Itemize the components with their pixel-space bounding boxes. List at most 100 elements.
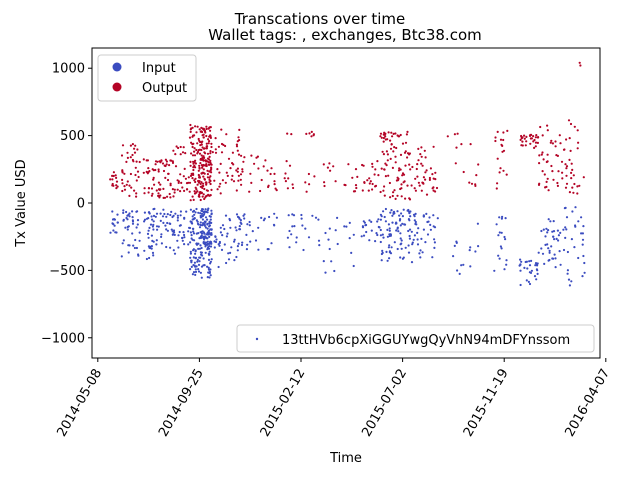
output-point <box>390 143 393 146</box>
output-point <box>164 158 167 161</box>
input-point <box>126 225 129 229</box>
input-point <box>431 256 434 259</box>
output-point <box>175 145 178 148</box>
input-point <box>307 236 311 239</box>
input-point <box>109 231 112 234</box>
output-point <box>382 133 385 136</box>
input-point <box>197 247 200 250</box>
input-point <box>262 219 265 222</box>
input-point <box>165 215 168 218</box>
input-point <box>568 284 572 287</box>
input-point <box>196 222 200 225</box>
input-point <box>460 264 463 267</box>
input-point <box>162 208 165 211</box>
input-point <box>131 220 135 223</box>
output-point <box>135 195 138 198</box>
x-axis-ticks: 2014-05-08 2014-09-25 2015-02-12 2015-07-02… <box>54 358 613 439</box>
input-point <box>554 266 557 269</box>
input-point <box>381 249 384 252</box>
output-point <box>568 137 571 140</box>
output-point <box>390 131 393 134</box>
input-point <box>469 246 472 249</box>
input-point <box>227 252 230 255</box>
input-point <box>134 238 137 242</box>
input-point <box>207 271 210 274</box>
input-point <box>178 230 181 234</box>
output-point <box>205 182 208 185</box>
input-point <box>196 260 199 263</box>
output-point <box>182 146 185 149</box>
output-point <box>179 145 182 149</box>
input-point <box>194 270 198 273</box>
input-point <box>380 259 383 262</box>
output-point <box>214 137 217 140</box>
output-point <box>401 174 404 177</box>
input-point <box>208 235 211 238</box>
input-point <box>194 252 197 255</box>
input-point <box>387 246 390 249</box>
output-point <box>216 168 219 171</box>
output-point <box>332 165 335 168</box>
output-point <box>173 191 176 194</box>
output-point <box>323 181 326 184</box>
output-point <box>155 189 158 192</box>
output-point <box>235 169 238 172</box>
input-point <box>519 258 522 261</box>
input-point <box>208 276 211 279</box>
input-point <box>301 224 304 227</box>
output-point <box>194 180 197 184</box>
input-point <box>452 255 455 258</box>
output-point <box>199 182 202 185</box>
output-point <box>210 142 213 145</box>
output-point <box>129 144 132 147</box>
input-point <box>453 244 456 247</box>
input-point <box>192 264 195 267</box>
input-point <box>288 229 291 233</box>
input-point <box>251 230 254 233</box>
input-point <box>162 221 165 224</box>
output-point <box>563 148 566 151</box>
output-point <box>237 179 240 182</box>
input-point <box>418 252 421 255</box>
output-point <box>168 164 171 167</box>
output-point <box>523 137 526 140</box>
input-point <box>183 233 186 237</box>
output-point <box>181 151 185 154</box>
input-point <box>125 210 128 214</box>
input-point <box>408 212 411 215</box>
input-point <box>324 271 327 274</box>
output-point <box>180 181 183 184</box>
input-point <box>542 228 545 231</box>
x-tick-label: 2014-09-25 <box>156 367 207 440</box>
output-point <box>196 152 199 155</box>
output-point <box>206 157 210 160</box>
output-point <box>192 162 195 165</box>
output-point <box>351 176 354 179</box>
output-point <box>389 147 393 150</box>
output-point <box>210 188 213 191</box>
input-point <box>469 265 472 268</box>
input-point <box>396 247 399 251</box>
input-point <box>190 261 193 264</box>
input-point <box>113 224 116 227</box>
input-point <box>197 263 201 266</box>
input-point <box>407 251 411 254</box>
input-point <box>422 228 425 231</box>
output-point <box>171 188 174 191</box>
output-point <box>556 154 560 157</box>
output-point <box>189 123 192 127</box>
output-point <box>209 129 212 132</box>
input-point <box>350 251 353 254</box>
input-point <box>159 212 162 215</box>
output-point <box>383 131 386 134</box>
input-point <box>238 217 241 220</box>
input-point <box>497 234 500 237</box>
output-point <box>191 195 194 198</box>
input-point <box>397 230 400 233</box>
input-point <box>207 266 210 269</box>
input-point <box>125 216 128 220</box>
input-point <box>304 227 307 230</box>
y-tick-label: 0 <box>77 197 85 212</box>
output-point <box>151 168 154 171</box>
output-point <box>207 138 210 141</box>
